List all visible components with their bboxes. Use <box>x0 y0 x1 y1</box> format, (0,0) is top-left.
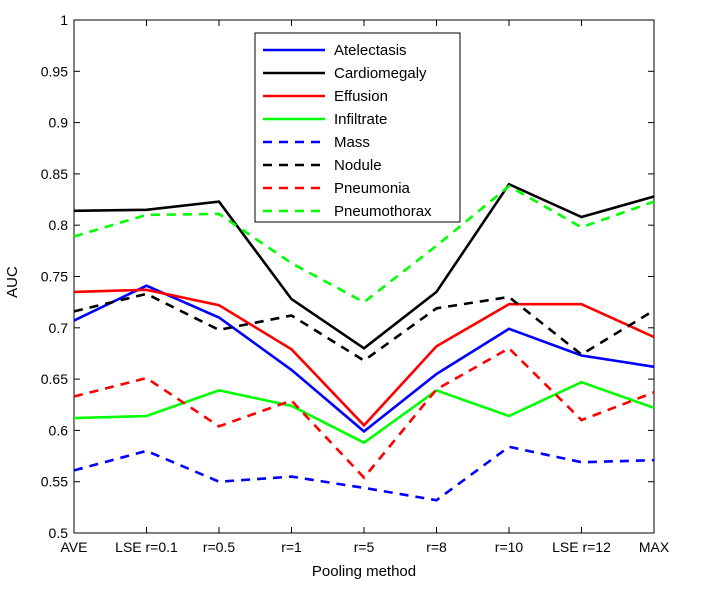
x-tick-label: r=8 <box>426 539 447 555</box>
x-tick-label: r=1 <box>281 539 302 555</box>
legend-label: Mass <box>334 134 370 151</box>
legend: Atelectasis Cardiomegaly Effusion Infiltrat… <box>254 32 461 223</box>
y-tick-label: 0.85 <box>41 166 68 182</box>
x-axis-label: Pooling method <box>312 563 416 580</box>
legend-label: Nodule <box>334 157 382 174</box>
y-tick-label: 1 <box>60 12 68 28</box>
y-tick-label: 0.9 <box>49 115 69 131</box>
series-line-nodule <box>73 292 655 363</box>
legend-label: Effusion <box>334 88 388 105</box>
series-line-mass <box>73 445 655 502</box>
y-tick-label: 0.65 <box>41 371 68 387</box>
legend-label: Cardiomegaly <box>334 65 427 82</box>
y-tick-label: 0.95 <box>41 63 68 79</box>
series-line-effusion <box>73 288 655 428</box>
series-line-pneumothorax <box>73 184 655 304</box>
y-tick-label: 0.75 <box>41 269 68 285</box>
series-line-atelectasis <box>73 284 655 434</box>
legend-label: Atelectasis <box>334 42 407 59</box>
x-tick-label: AVE <box>61 539 88 555</box>
x-tick-label: LSE r=12 <box>552 539 611 555</box>
y-tick-label: 0.55 <box>41 474 68 490</box>
y-axis-label: AUC <box>4 266 21 298</box>
legend-label: Infiltrate <box>334 111 387 128</box>
x-tick-label: r=10 <box>495 539 524 555</box>
series-line-pneumonia <box>73 346 655 480</box>
y-tick-label: 0.6 <box>49 422 69 438</box>
y-tick-label: 0.5 <box>49 525 69 541</box>
legend-box <box>254 32 461 223</box>
x-tick-label: r=0.5 <box>203 539 236 555</box>
x-tick-label: LSE r=0.1 <box>115 539 178 555</box>
y-tick-label: 0.8 <box>49 217 69 233</box>
series-line-cardiomegaly <box>73 182 655 350</box>
legend-label: Pneumothorax <box>334 203 432 220</box>
x-tick-label: r=5 <box>354 539 375 555</box>
legend-label: Pneumonia <box>334 180 411 197</box>
x-tick-label: MAX <box>639 539 670 555</box>
y-tick-label: 0.7 <box>49 320 69 336</box>
series-line-infiltrate <box>73 380 655 445</box>
